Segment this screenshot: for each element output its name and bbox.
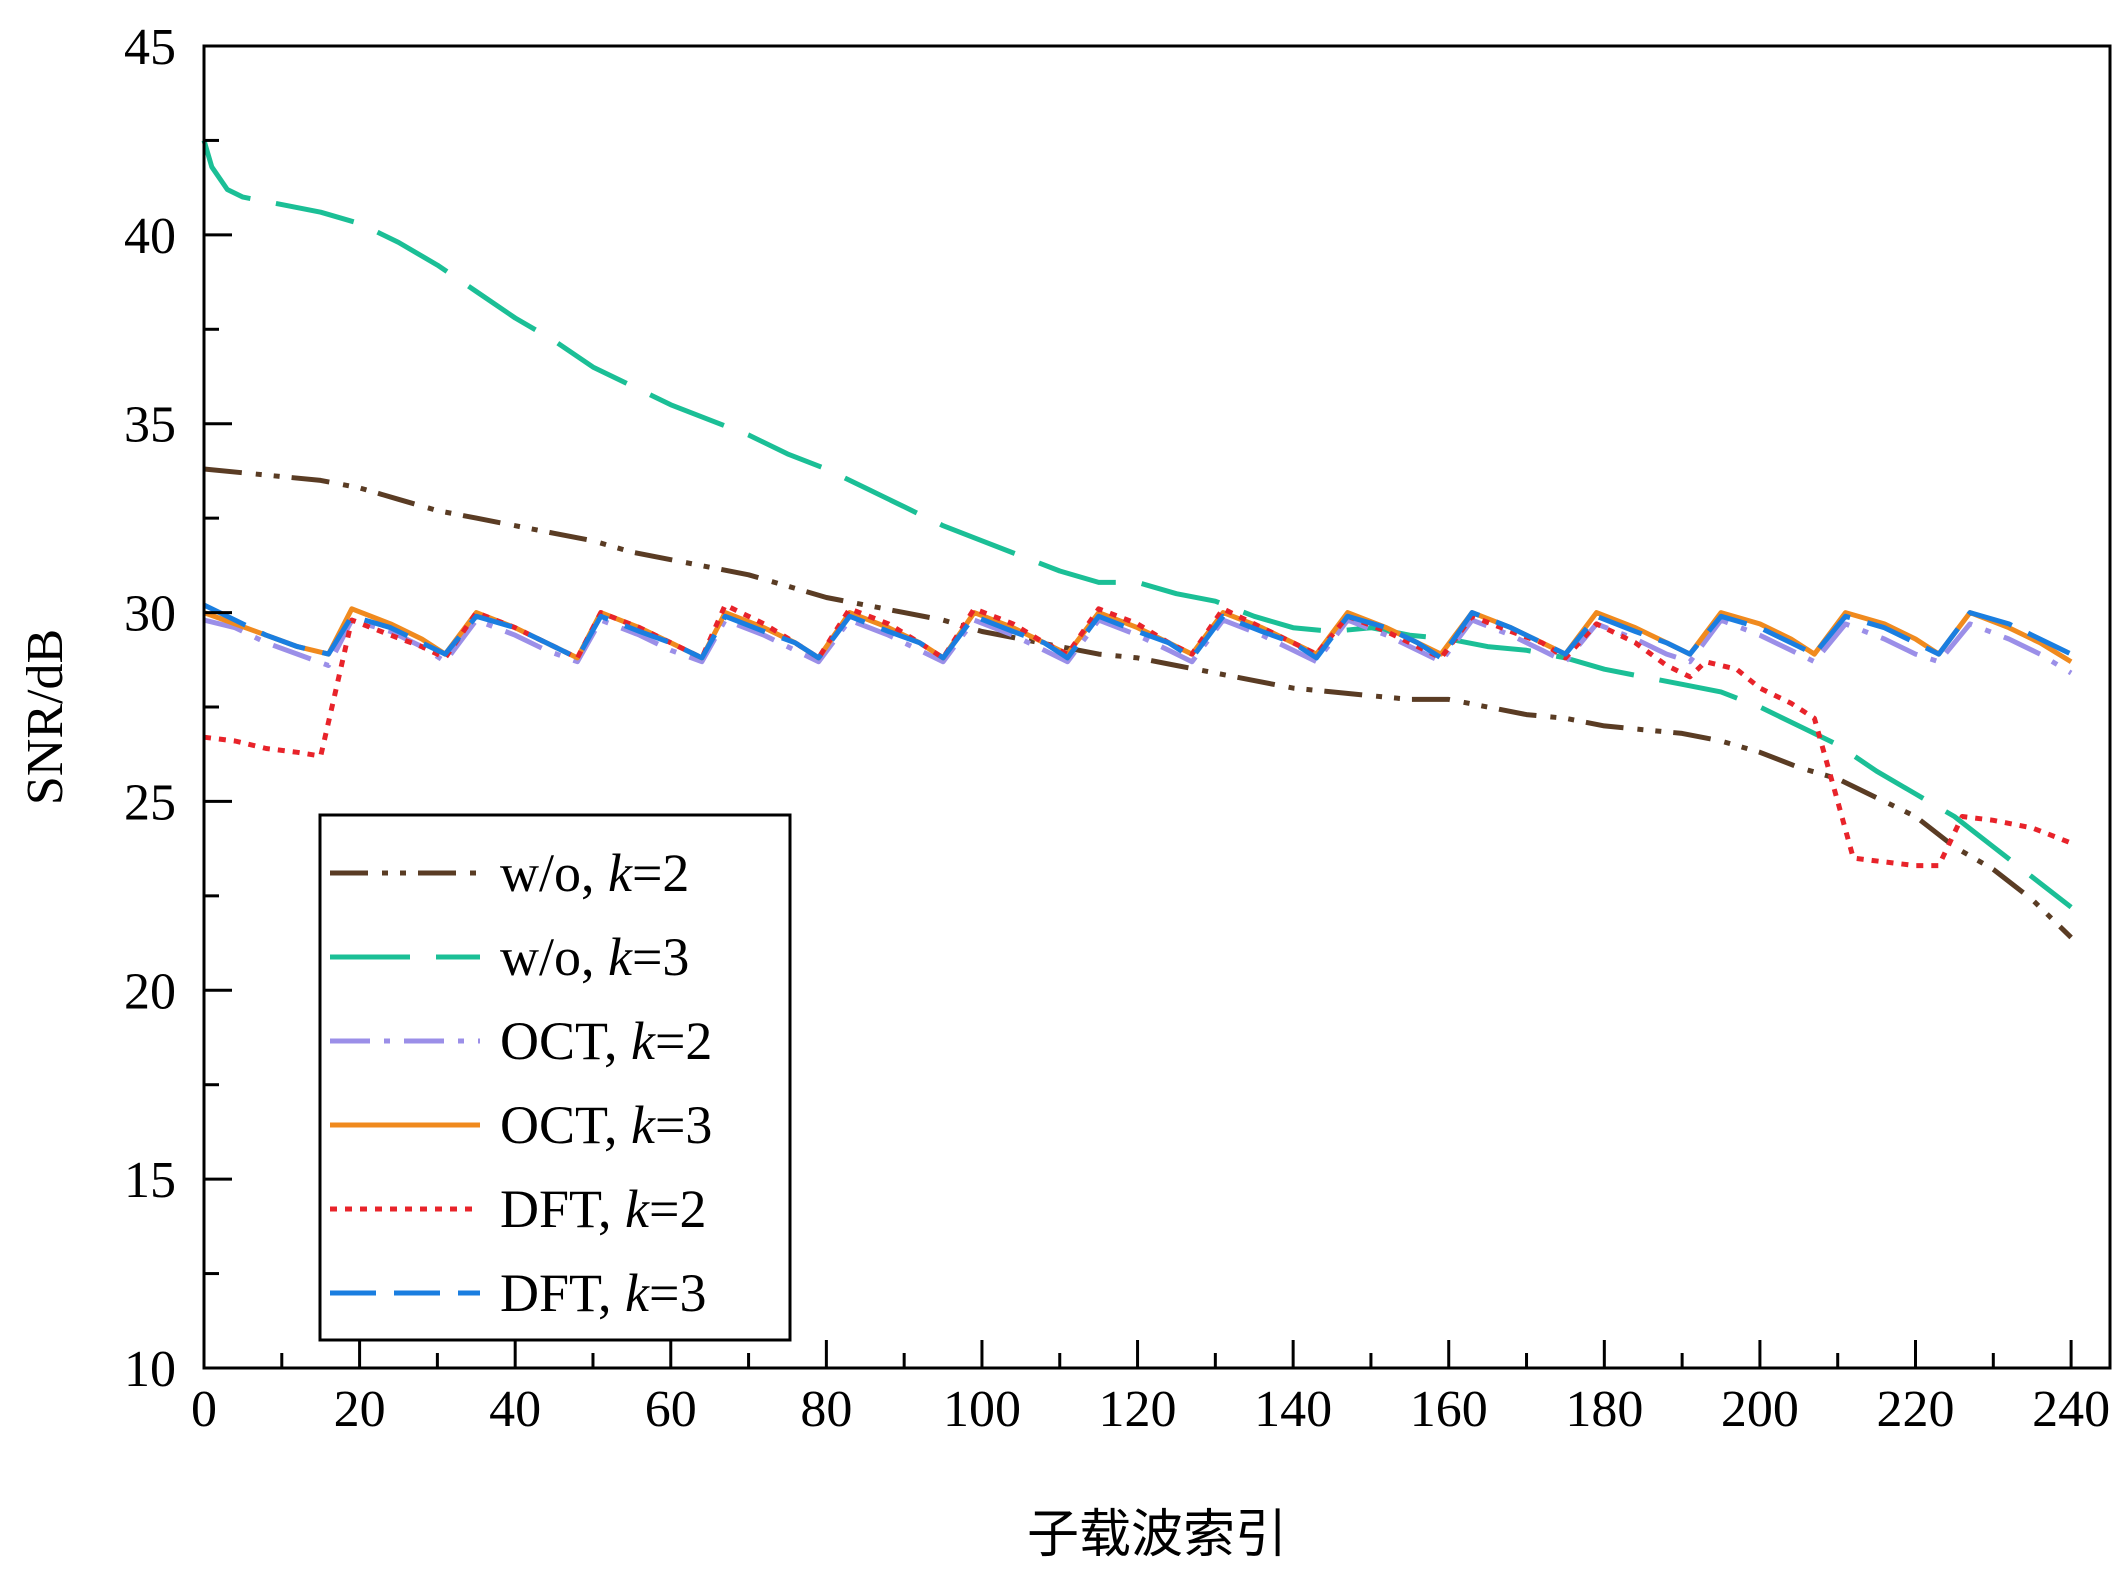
legend-label-k-value: =2: [655, 1011, 712, 1071]
y-axis-title: SNR/dB: [17, 629, 74, 805]
legend-box: [318, 813, 792, 1342]
legend-label-name: w/o,: [500, 843, 608, 903]
legend-label-k: k: [608, 927, 633, 987]
x-tick-label: 80: [800, 1381, 852, 1438]
x-tick-label: 200: [1721, 1381, 1799, 1438]
y-tick-label: 20: [124, 963, 176, 1020]
y-tick-label: 40: [124, 208, 176, 265]
series-line-5: [203, 602, 2073, 869]
series-layer: [201, 139, 2073, 940]
x-tick-label: 60: [645, 1381, 697, 1438]
legend-label-k: k: [631, 1095, 656, 1155]
legend-label-name: DFT,: [500, 1179, 625, 1239]
y-tick-label: 10: [124, 1341, 176, 1398]
x-tick-label: 140: [1254, 1381, 1332, 1438]
x-tick-label: 0: [191, 1381, 217, 1438]
x-tick-label: 120: [1099, 1381, 1177, 1438]
legend-label-k: k: [631, 1011, 656, 1071]
ticks-layer: 0 20 40 60 80 100 120 140 160 180 200 220 240 10 15 20 2…: [124, 19, 2110, 1438]
x-tick-label: 20: [334, 1381, 386, 1438]
y-tick-label: 35: [124, 397, 176, 454]
legend-label-k-value: =3: [649, 1263, 706, 1323]
legend-label-k-value: =3: [632, 927, 689, 987]
x-tick-label: 100: [943, 1381, 1021, 1438]
x-tick-label: 220: [1877, 1381, 1955, 1438]
legend-label-name: DFT,: [500, 1263, 625, 1323]
legend-label-k: k: [625, 1263, 650, 1323]
series-line-3: [203, 617, 2073, 676]
legend-label: w/o, k=3: [500, 927, 689, 987]
legend-label-k-value: =2: [632, 843, 689, 903]
y-tick-label: 45: [124, 19, 176, 76]
legend-label-k: k: [608, 843, 633, 903]
x-axis-title: 子载波索引: [1027, 1505, 1287, 1565]
y-tick-label: 25: [124, 774, 176, 831]
series-line-1: [203, 466, 2073, 940]
y-tick-label: 30: [124, 586, 176, 643]
legend-label: w/o, k=2: [500, 843, 689, 903]
legend-label-k-value: =3: [655, 1095, 712, 1155]
legend-label: DFT, k=3: [500, 1263, 706, 1323]
y-tick-label: 15: [124, 1152, 176, 1209]
legend-label-k: k: [625, 1179, 650, 1239]
legend-label-name: OCT,: [500, 1011, 631, 1071]
legend-label: OCT, k=3: [500, 1095, 712, 1155]
legend-label-k-value: =2: [649, 1179, 706, 1239]
legend-label: OCT, k=2: [500, 1011, 712, 1071]
legend-label: DFT, k=2: [500, 1179, 706, 1239]
x-tick-label: 40: [489, 1381, 541, 1438]
legend-label-name: w/o,: [500, 927, 608, 987]
x-tick-label: 160: [1410, 1381, 1488, 1438]
series-line-2: [201, 139, 2073, 910]
x-tick-label: 240: [2032, 1381, 2110, 1438]
legend-label-name: OCT,: [500, 1095, 631, 1155]
x-tick-label: 180: [1565, 1381, 1643, 1438]
